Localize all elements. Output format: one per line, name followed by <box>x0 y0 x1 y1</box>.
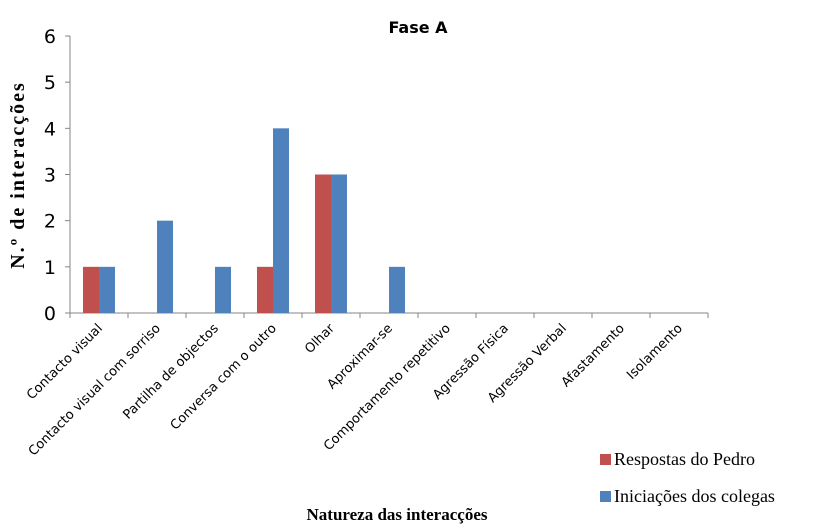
bar <box>157 220 173 313</box>
y-tick-label: 3 <box>44 165 56 187</box>
legend-label: Iniciações dos colegas <box>614 486 775 506</box>
bar <box>331 174 347 313</box>
y-axis-label: N.º de interacções <box>7 81 29 269</box>
y-tick-label: 2 <box>44 211 56 233</box>
bar <box>215 266 231 313</box>
y-tick-label: 1 <box>44 257 56 279</box>
y-tick-label: 0 <box>44 303 56 325</box>
chart-title: Fase A <box>388 18 448 37</box>
y-tick-label: 6 <box>44 26 56 48</box>
x-tick-label: Partilha de objectos <box>120 321 222 423</box>
y-tick-label: 4 <box>44 118 56 140</box>
y-tick-label: 5 <box>44 72 56 94</box>
bar <box>315 174 331 313</box>
bar <box>389 266 405 313</box>
legend-swatch <box>600 454 611 465</box>
bar <box>83 266 99 313</box>
legend-label: Respostas do Pedro <box>614 449 755 469</box>
x-tick-label: Olhar <box>302 321 338 357</box>
bar <box>99 266 115 313</box>
bar <box>273 128 289 313</box>
x-tick-label: Conversa com o outro <box>168 321 280 433</box>
legend-swatch <box>600 491 611 502</box>
bar <box>257 266 273 313</box>
x-tick-label: Isolamento <box>624 321 686 383</box>
x-axis-label: Natureza das interacções <box>307 505 488 524</box>
